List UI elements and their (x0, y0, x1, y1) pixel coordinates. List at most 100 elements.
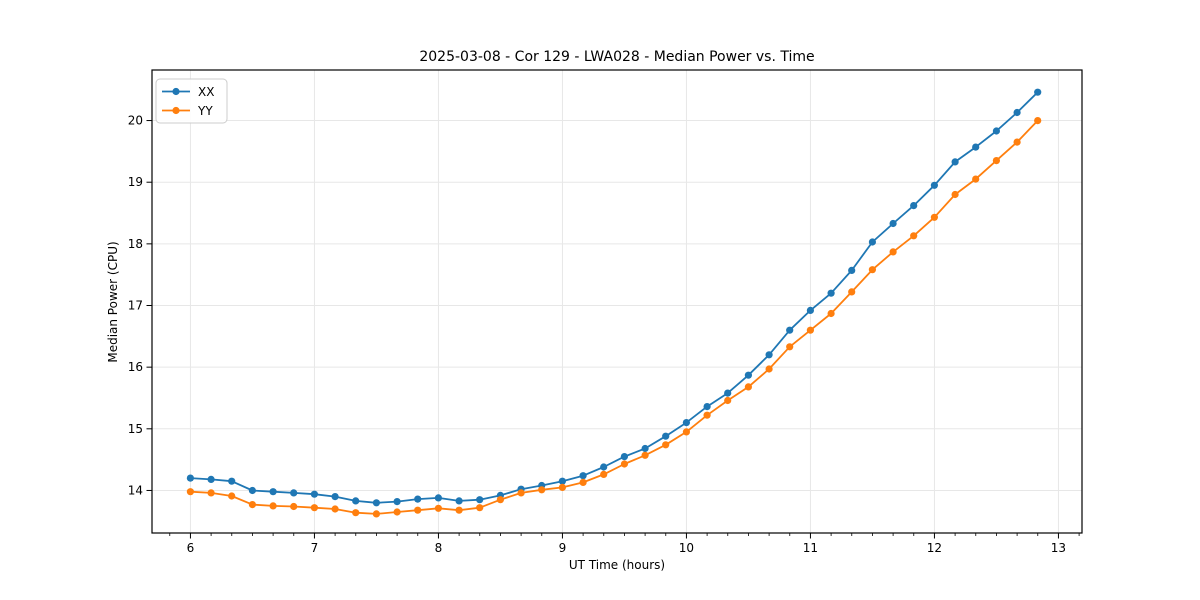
legend-marker (172, 87, 180, 96)
data-point-yy (517, 489, 525, 497)
data-point-yy (662, 441, 670, 449)
data-point-yy (331, 505, 339, 513)
data-point-xx (186, 474, 194, 482)
data-point-xx (434, 494, 442, 502)
data-point-yy (827, 309, 835, 318)
y-tick-label: 16 (128, 360, 143, 374)
data-point-yy (910, 232, 918, 240)
data-point-yy (724, 396, 732, 405)
data-point-yy (434, 504, 442, 512)
data-point-xx (992, 127, 1001, 135)
data-point-xx (476, 496, 484, 504)
data-point-yy (476, 504, 484, 512)
data-point-xx (910, 202, 918, 210)
data-point-xx (558, 477, 567, 485)
data-point-yy (951, 190, 959, 199)
legend-label: YY (197, 104, 213, 118)
data-point-xx (765, 351, 773, 359)
x-tick-label: 8 (435, 541, 443, 555)
y-tick-label: 14 (128, 483, 143, 497)
y-tick-label: 20 (128, 114, 143, 128)
data-point-xx (1034, 88, 1042, 96)
data-point-xx (372, 499, 380, 507)
data-point-yy (744, 383, 753, 391)
x-tick-label: 12 (927, 541, 942, 555)
data-point-yy (1013, 138, 1021, 146)
data-point-yy (207, 489, 215, 497)
data-point-xx (848, 266, 856, 274)
x-tick-label: 9 (559, 541, 567, 555)
data-point-yy (455, 506, 463, 514)
data-point-yy (765, 365, 773, 373)
x-tick-label: 6 (187, 541, 195, 555)
data-point-yy (1034, 117, 1042, 125)
legend-label: XX (198, 85, 214, 99)
data-point-yy (558, 483, 567, 491)
data-point-xx (868, 238, 877, 246)
data-point-yy (290, 502, 298, 511)
plot-border (151, 69, 1083, 534)
data-point-xx (951, 158, 959, 166)
y-tick-label: 15 (128, 422, 143, 436)
data-point-xx (786, 326, 794, 334)
y-tick-label: 17 (128, 299, 143, 313)
data-point-xx (290, 489, 298, 497)
data-point-xx (620, 453, 629, 461)
data-point-yy (579, 478, 587, 486)
data-point-xx (1013, 108, 1021, 117)
y-axis-label: Median Power (CPU) (106, 241, 120, 363)
data-point-yy (806, 326, 815, 334)
data-point-yy (269, 502, 277, 510)
chart-title: 2025-03-08 - Cor 129 - LWA028 - Median P… (419, 49, 815, 65)
data-point-yy (186, 488, 194, 496)
data-point-xx (269, 488, 277, 496)
data-point-yy (228, 492, 236, 500)
data-point-yy (414, 506, 422, 514)
series-line-yy (190, 119, 1039, 515)
data-point-yy (372, 510, 380, 518)
data-point-xx (352, 497, 360, 505)
data-point-yy (310, 504, 318, 512)
data-point-yy (848, 288, 856, 296)
data-point-yy (620, 460, 629, 468)
data-point-yy (600, 470, 608, 478)
data-point-yy (248, 501, 256, 509)
data-point-xx (806, 306, 815, 314)
data-point-yy (972, 175, 980, 183)
data-point-xx (662, 432, 670, 440)
legend-marker (172, 106, 180, 115)
data-point-yy (641, 451, 649, 459)
data-point-xx (414, 495, 422, 503)
data-point-xx (310, 490, 318, 498)
x-tick-label: 13 (1051, 541, 1066, 555)
data-point-yy (538, 486, 546, 494)
y-tick-label: 19 (128, 175, 143, 189)
data-point-xx (207, 475, 215, 483)
data-point-yy (786, 343, 794, 351)
legend-box (155, 78, 228, 124)
data-point-yy (868, 266, 877, 274)
y-tick-label: 18 (128, 237, 143, 251)
series-line-xx (190, 91, 1039, 504)
data-point-xx (972, 143, 980, 151)
data-point-xx (393, 498, 401, 506)
data-point-xx (703, 403, 711, 411)
x-tick-label: 11 (803, 541, 818, 555)
data-point-xx (455, 497, 463, 505)
data-point-xx (579, 472, 587, 480)
x-axis-label: UT Time (hours) (568, 558, 666, 572)
data-point-xx (331, 493, 339, 501)
data-point-xx (600, 463, 608, 471)
data-point-yy (393, 508, 401, 516)
data-point-yy (682, 428, 691, 436)
data-point-yy (992, 157, 1001, 165)
data-point-xx (228, 477, 236, 485)
data-point-xx (248, 486, 256, 495)
x-tick-label: 10 (679, 541, 694, 555)
data-point-xx (889, 219, 897, 228)
data-point-xx (827, 289, 835, 297)
data-point-yy (703, 411, 711, 419)
x-tick-label: 7 (311, 541, 319, 555)
data-point-xx (682, 419, 691, 427)
